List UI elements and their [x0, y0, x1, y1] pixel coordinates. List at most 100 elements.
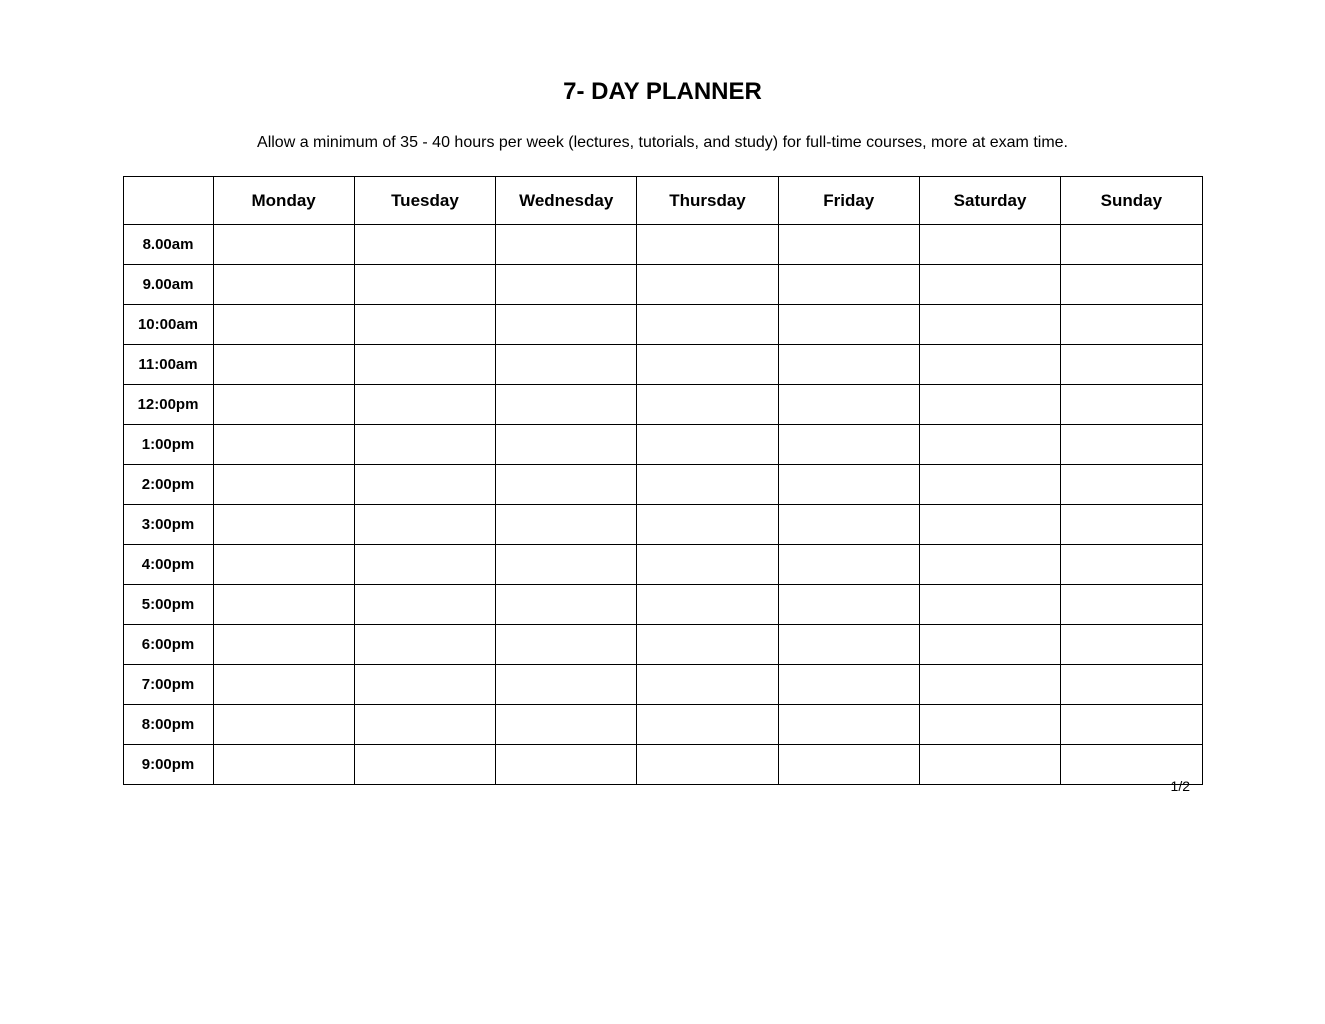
cell	[213, 345, 354, 385]
cell	[637, 705, 778, 745]
column-header-wednesday: Wednesday	[496, 177, 637, 225]
cell	[213, 705, 354, 745]
cell	[354, 625, 495, 665]
cell	[496, 585, 637, 625]
cell	[213, 465, 354, 505]
page-title: 7- DAY PLANNER	[0, 78, 1325, 106]
row-header-time: 7:00pm	[123, 665, 213, 705]
cell	[637, 305, 778, 345]
row-header-time: 8:00pm	[123, 705, 213, 745]
cell	[919, 465, 1060, 505]
cell	[496, 425, 637, 465]
cell	[354, 465, 495, 505]
row-header-time: 11:00am	[123, 345, 213, 385]
cell	[1061, 505, 1202, 545]
cell	[496, 345, 637, 385]
cell	[919, 665, 1060, 705]
row-header-time: 8.00am	[123, 225, 213, 265]
cell	[354, 745, 495, 785]
cell	[919, 425, 1060, 465]
table-row: 11:00am	[123, 345, 1202, 385]
cell	[496, 545, 637, 585]
cell	[496, 745, 637, 785]
table-header-row: Monday Tuesday Wednesday Thursday Friday…	[123, 177, 1202, 225]
cell	[354, 345, 495, 385]
cell	[637, 745, 778, 785]
cell	[354, 265, 495, 305]
cell	[213, 265, 354, 305]
cell	[919, 345, 1060, 385]
column-header-sunday: Sunday	[1061, 177, 1202, 225]
cell	[637, 265, 778, 305]
row-header-time: 9.00am	[123, 265, 213, 305]
cell	[213, 585, 354, 625]
row-header-time: 6:00pm	[123, 625, 213, 665]
cell	[778, 345, 919, 385]
cell	[354, 385, 495, 425]
row-header-time: 12:00pm	[123, 385, 213, 425]
cell	[919, 625, 1060, 665]
cell	[919, 385, 1060, 425]
cell	[1061, 225, 1202, 265]
cell	[496, 465, 637, 505]
row-header-time: 9:00pm	[123, 745, 213, 785]
cell	[1061, 385, 1202, 425]
cell	[496, 225, 637, 265]
cell	[213, 305, 354, 345]
cell	[1061, 585, 1202, 625]
cell	[496, 385, 637, 425]
cell	[213, 545, 354, 585]
cell	[778, 745, 919, 785]
cell	[778, 465, 919, 505]
cell	[637, 425, 778, 465]
cell	[778, 425, 919, 465]
cell	[919, 505, 1060, 545]
table-row: 3:00pm	[123, 505, 1202, 545]
cell	[1061, 345, 1202, 385]
cell	[496, 625, 637, 665]
cell	[637, 345, 778, 385]
cell	[778, 505, 919, 545]
cell	[496, 665, 637, 705]
cell	[778, 225, 919, 265]
row-header-time: 10:00am	[123, 305, 213, 345]
planner-table: Monday Tuesday Wednesday Thursday Friday…	[123, 176, 1203, 785]
column-header-thursday: Thursday	[637, 177, 778, 225]
cell	[354, 505, 495, 545]
cell	[354, 705, 495, 745]
cell	[778, 625, 919, 665]
row-header-time: 2:00pm	[123, 465, 213, 505]
cell	[1061, 625, 1202, 665]
table-row: 5:00pm	[123, 585, 1202, 625]
cell	[778, 585, 919, 625]
table-body: 8.00am 9.00am 10:00am 11:00am 12:00pm 1:…	[123, 225, 1202, 785]
cell	[496, 505, 637, 545]
cell	[637, 505, 778, 545]
cell	[1061, 465, 1202, 505]
cell	[213, 665, 354, 705]
cell	[1061, 665, 1202, 705]
row-header-time: 1:00pm	[123, 425, 213, 465]
cell	[637, 585, 778, 625]
cell	[919, 705, 1060, 745]
column-header-friday: Friday	[778, 177, 919, 225]
table-row: 4:00pm	[123, 545, 1202, 585]
cell	[1061, 305, 1202, 345]
cell	[354, 305, 495, 345]
cell	[919, 305, 1060, 345]
cell	[213, 385, 354, 425]
cell	[778, 545, 919, 585]
cell	[1061, 425, 1202, 465]
cell	[354, 585, 495, 625]
cell	[778, 665, 919, 705]
page-subtitle: Allow a minimum of 35 - 40 hours per wee…	[0, 134, 1325, 152]
table-row: 12:00pm	[123, 385, 1202, 425]
page-number: 1/2	[1171, 778, 1190, 794]
table-row: 8.00am	[123, 225, 1202, 265]
cell	[354, 225, 495, 265]
cell	[496, 705, 637, 745]
cell	[637, 665, 778, 705]
cell	[1061, 265, 1202, 305]
table-row: 7:00pm	[123, 665, 1202, 705]
cell	[354, 425, 495, 465]
